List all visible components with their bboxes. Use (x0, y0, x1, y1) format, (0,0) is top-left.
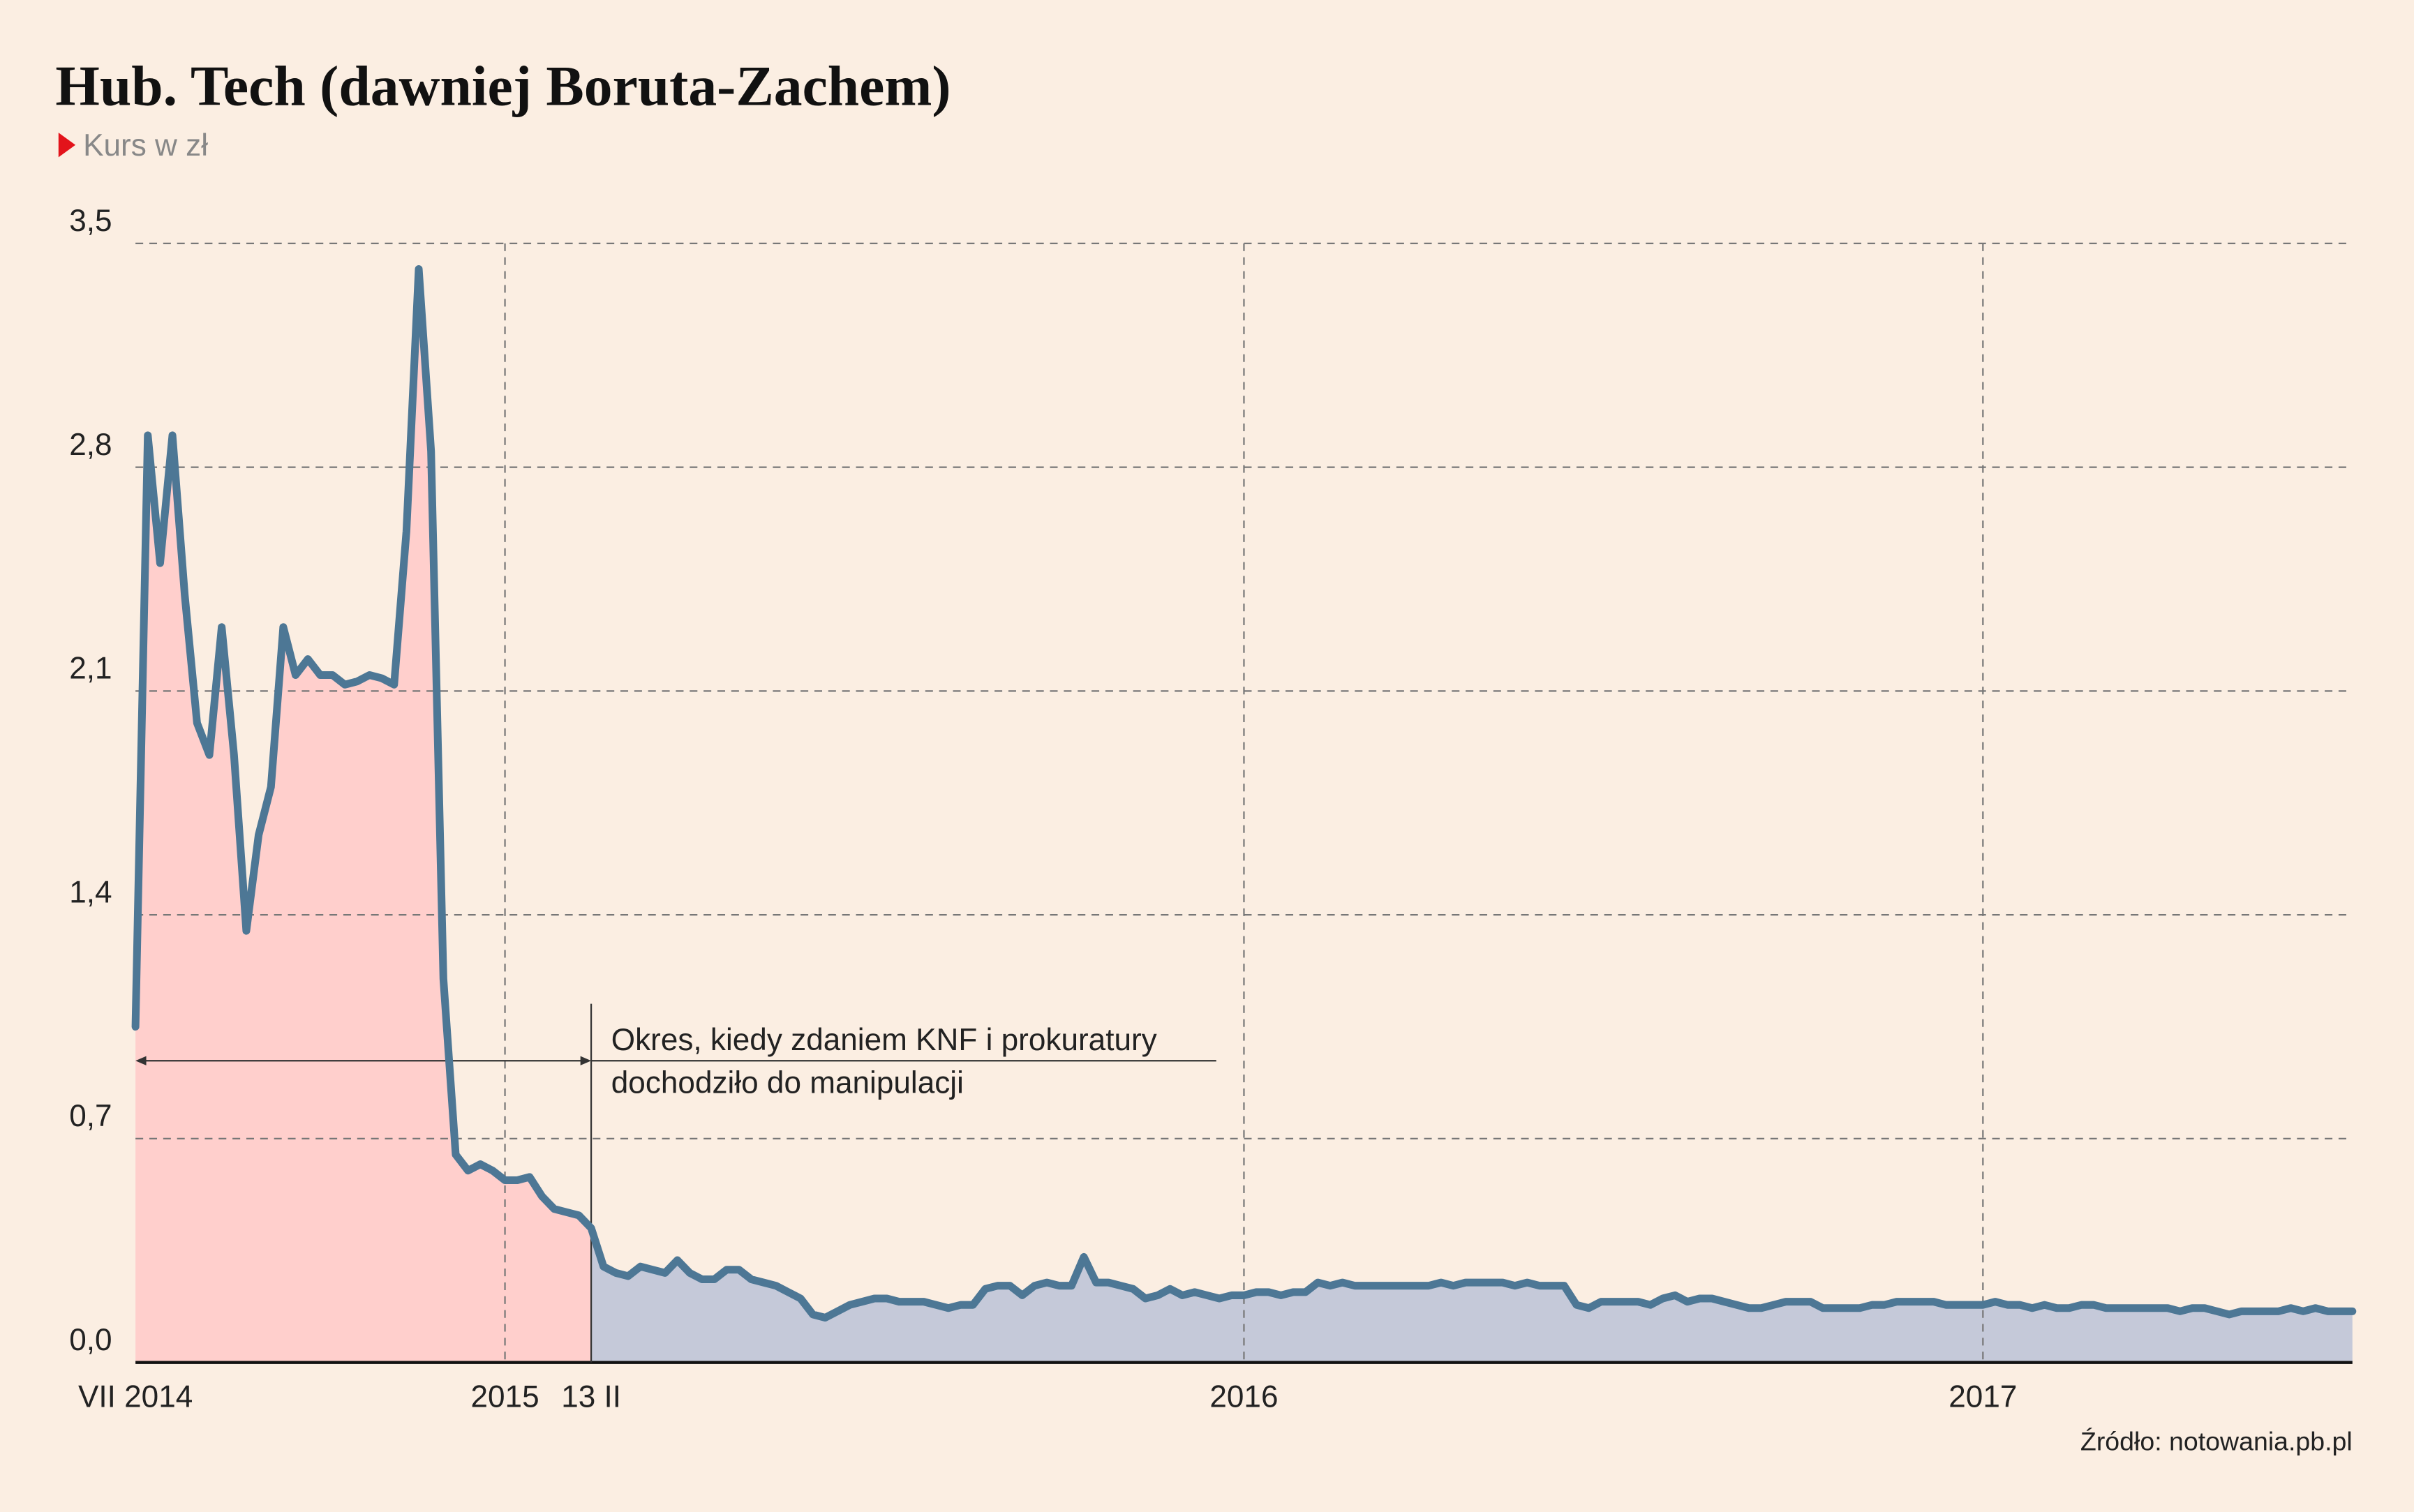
x-tick-label: VII 2014 (78, 1380, 193, 1414)
chart-title: Hub. Tech (dawniej Boruta-Zachem) (55, 54, 951, 117)
y-tick-label: 0,7 (69, 1099, 112, 1133)
x-tick-label: 13 II (561, 1380, 621, 1414)
subtitle: Kurs w zł (83, 128, 208, 163)
y-tick-label: 0,0 (69, 1323, 112, 1357)
area-fill (591, 1228, 2353, 1363)
x-tick-label: 2016 (1209, 1380, 1278, 1414)
y-tick-label: 1,4 (69, 876, 112, 910)
y-tick-label: 2,1 (69, 652, 112, 686)
x-tick-label: 2017 (1949, 1380, 2017, 1414)
y-tick-label: 3,5 (69, 204, 112, 238)
source: Źródło: notowania.pb.pl (2080, 1426, 2353, 1455)
annotation-text: Okres, kiedy zdaniem KNF i prokuratury (611, 1023, 1157, 1057)
price-line (131, 265, 2357, 1322)
area-fill (135, 269, 592, 1363)
x-tick-label: 2015 (470, 1380, 539, 1414)
subtitle-marker (58, 133, 76, 158)
arrow-head (580, 1056, 592, 1065)
arrow-head (135, 1056, 147, 1065)
annotation-text: dochodziło do manipulacji (611, 1066, 964, 1100)
y-tick-label: 2,8 (69, 428, 112, 462)
